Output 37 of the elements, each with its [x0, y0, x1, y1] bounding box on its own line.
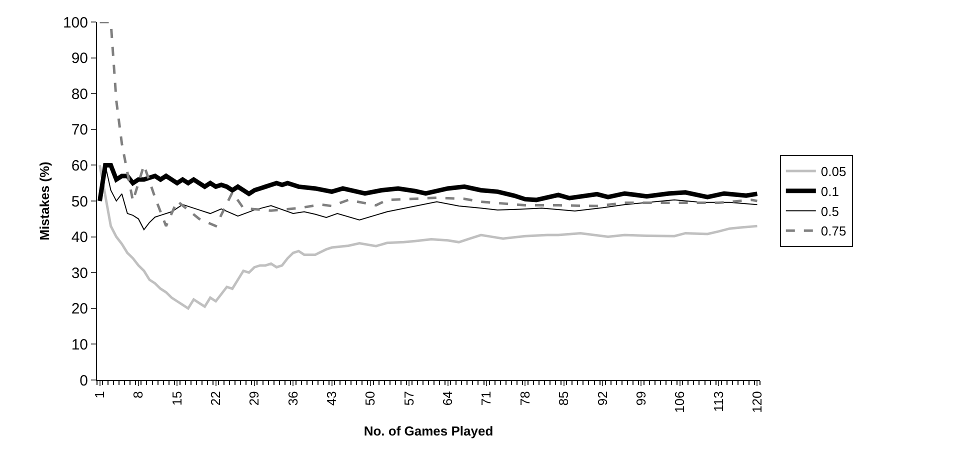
x-tick-label: 50	[362, 391, 378, 406]
x-tick-label: 113	[710, 391, 726, 412]
y-tick-label: 50	[71, 193, 88, 210]
line-series	[98, 22, 758, 228]
x-tick-label: 85	[556, 391, 572, 406]
y-tick-label: 20	[71, 300, 88, 318]
x-tick-label: 78	[517, 391, 532, 406]
x-tick-label: 29	[246, 391, 262, 406]
y-tick-label: 70	[71, 122, 88, 139]
x-tick-label: 92	[594, 391, 610, 406]
x-tick-label: 43	[324, 391, 340, 406]
y-tick-label: 0	[80, 372, 88, 390]
line-series	[98, 164, 758, 310]
x-tick-label: 99	[633, 391, 648, 406]
legend-label: 0.05	[820, 164, 846, 180]
y-tick-label: 10	[71, 336, 88, 354]
x-tick-label: 64	[440, 391, 456, 406]
x-tick-label: 57	[401, 391, 416, 406]
y-tick-label: 60	[71, 157, 88, 174]
x-tick-label: 106	[672, 391, 688, 413]
y-tick-label: 30	[71, 264, 88, 282]
x-axis-title: No. of Games Played	[364, 424, 494, 439]
x-tick-label: 22	[208, 391, 224, 406]
y-tick-label: 40	[71, 229, 88, 246]
legend-label: 0.5	[820, 204, 839, 219]
y-axis-title: Mistakes (%)	[36, 162, 52, 240]
x-tick-label: 8	[130, 391, 146, 398]
y-tick-label: 90	[71, 50, 88, 68]
x-tick-label: 15	[169, 391, 184, 406]
x-tick-label: 120	[749, 391, 764, 413]
legend-label: 0.1	[820, 184, 839, 199]
legend-label: 0.75	[820, 224, 846, 239]
x-tick-label: 1	[92, 391, 107, 398]
y-tick-label: 100	[62, 14, 88, 32]
x-tick-label: 71	[478, 391, 494, 406]
y-tick-label: 80	[71, 86, 88, 103]
x-tick-label: 36	[285, 391, 300, 406]
